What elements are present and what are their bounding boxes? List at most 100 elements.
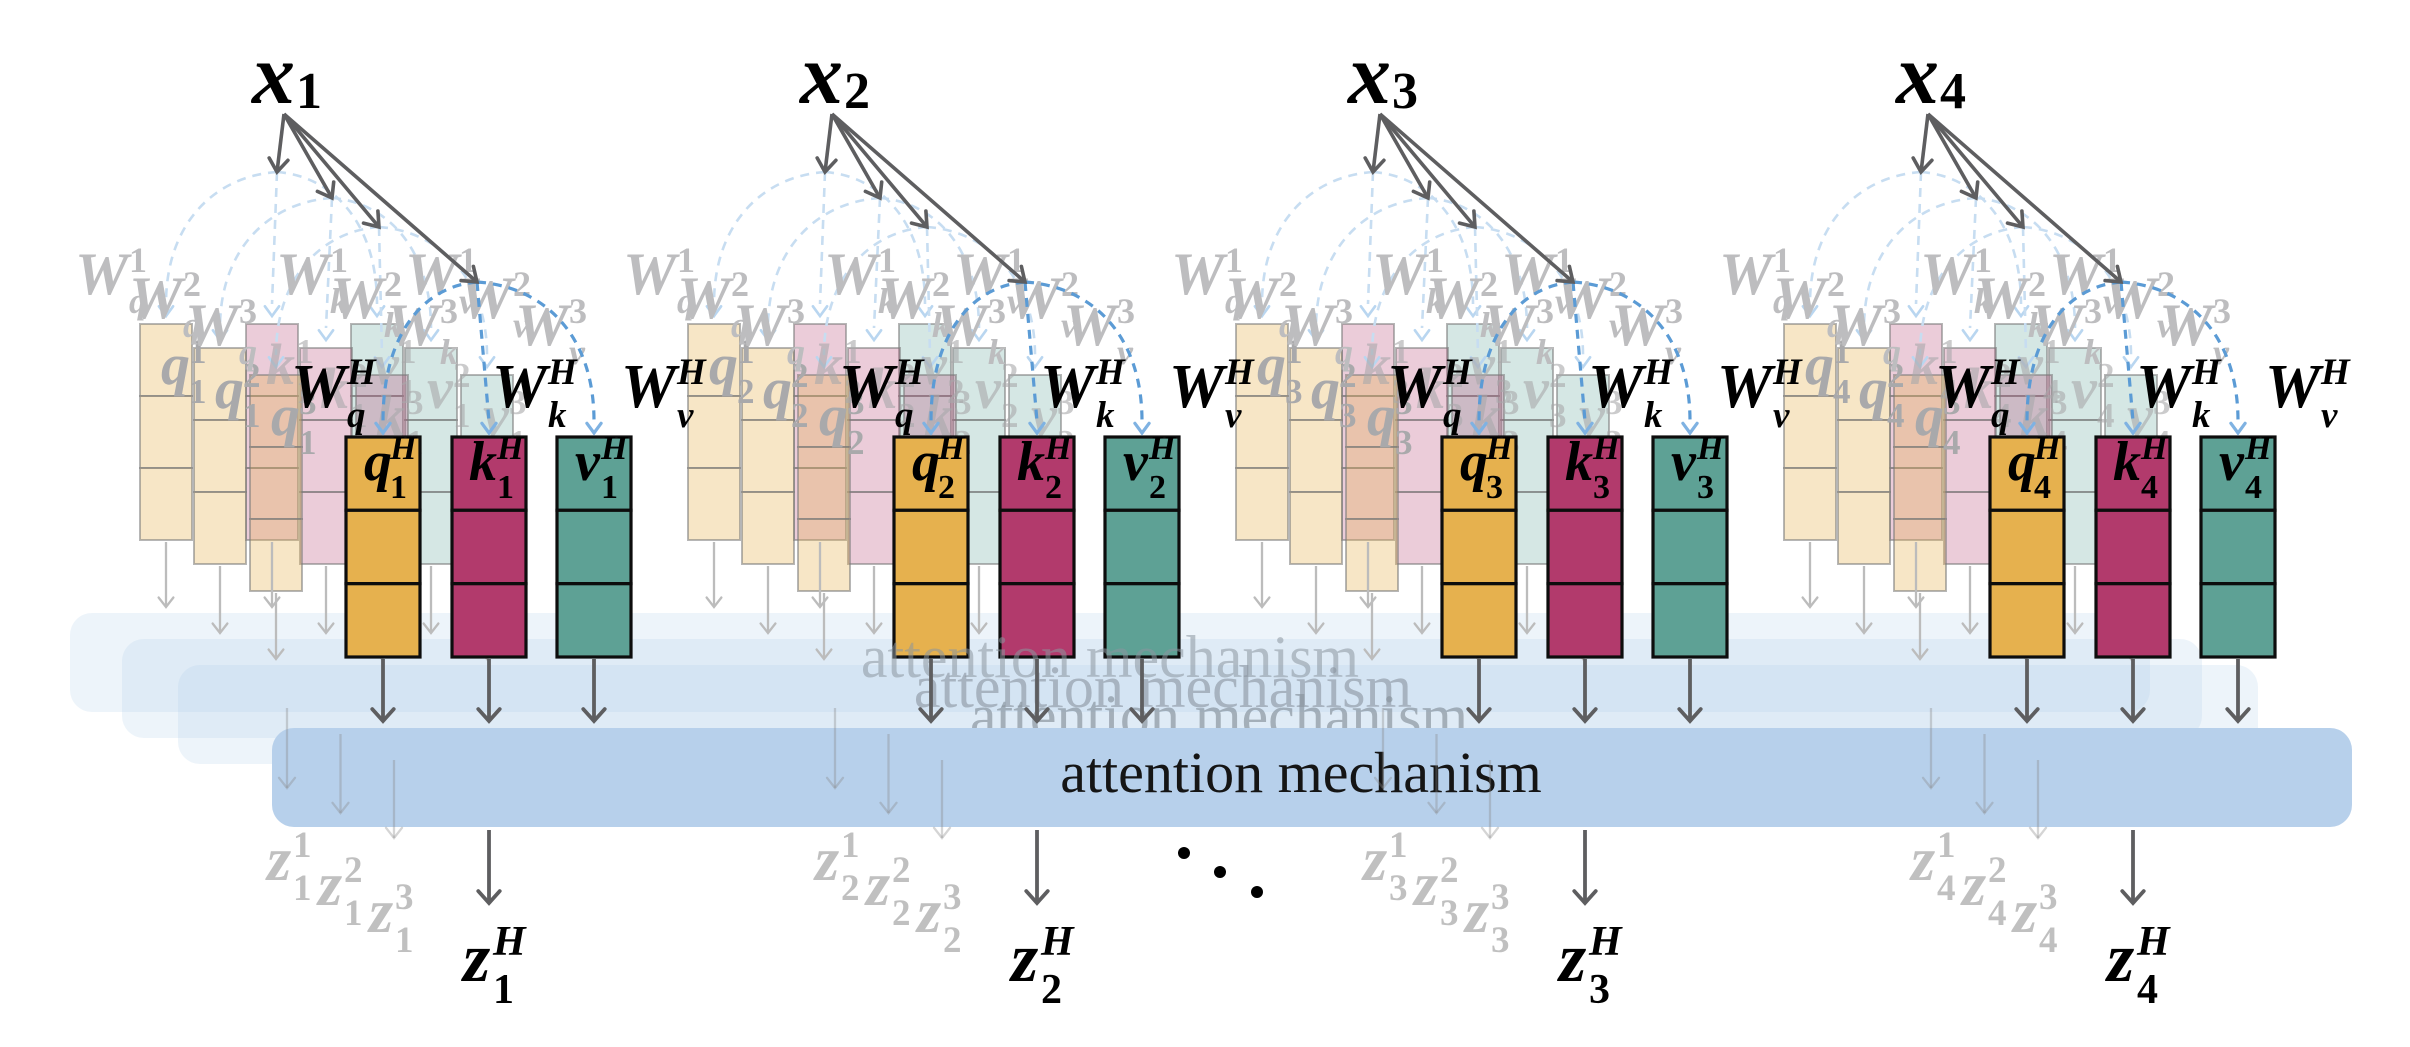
- svg-text:3: 3: [395, 877, 414, 918]
- svg-text:W: W: [953, 241, 1010, 307]
- svg-text:q: q: [1367, 383, 1396, 448]
- svg-text:2: 2: [1339, 356, 1357, 395]
- svg-text:1: 1: [189, 372, 207, 411]
- svg-text:k: k: [1426, 281, 1444, 321]
- svg-text:k: k: [1565, 431, 1593, 493]
- svg-text:H: H: [1485, 430, 1514, 467]
- svg-text:2: 2: [344, 850, 363, 891]
- svg-text:W: W: [1171, 241, 1228, 307]
- svg-text:4: 4: [1833, 372, 1851, 411]
- svg-text:4: 4: [2245, 469, 2262, 506]
- svg-text:2: 2: [1149, 469, 1166, 506]
- svg-text:1: 1: [344, 893, 363, 934]
- svg-text:1: 1: [296, 372, 314, 411]
- svg-text:1: 1: [243, 396, 261, 435]
- svg-text:1: 1: [1940, 332, 1958, 371]
- svg-text:H: H: [346, 352, 377, 393]
- svg-text:2: 2: [737, 372, 755, 411]
- svg-text:W: W: [1482, 292, 1539, 358]
- svg-text:3: 3: [1440, 893, 1459, 934]
- svg-text:2: 2: [841, 868, 860, 909]
- svg-text:W: W: [386, 292, 443, 358]
- svg-text:2: 2: [1045, 469, 1062, 506]
- svg-text:z: z: [1361, 826, 1387, 894]
- svg-text:x: x: [798, 26, 843, 122]
- svg-text:z: z: [461, 920, 490, 997]
- svg-text:k: k: [266, 332, 295, 397]
- svg-text:3: 3: [943, 877, 962, 918]
- svg-text:z: z: [265, 826, 291, 894]
- svg-text:3: 3: [406, 383, 424, 422]
- svg-text:H: H: [894, 352, 925, 393]
- svg-text:v: v: [1007, 281, 1024, 321]
- svg-text:2: 2: [1001, 356, 1019, 395]
- svg-text:H: H: [2320, 352, 2351, 393]
- svg-text:q: q: [1257, 332, 1286, 397]
- svg-text:1: 1: [330, 240, 348, 280]
- svg-text:v: v: [459, 281, 476, 321]
- svg-text:2: 2: [1001, 396, 1019, 435]
- svg-text:1: 1: [497, 469, 514, 506]
- svg-text:H: H: [496, 430, 525, 467]
- svg-text:v: v: [1523, 356, 1550, 421]
- svg-text:H: H: [600, 430, 629, 467]
- svg-text:H: H: [937, 430, 966, 467]
- svg-text:q: q: [912, 431, 940, 493]
- svg-text:z: z: [1557, 920, 1586, 997]
- svg-text:W: W: [878, 265, 935, 331]
- svg-text:z: z: [1960, 851, 1986, 919]
- svg-text:1: 1: [296, 63, 322, 120]
- svg-text:4: 4: [2034, 469, 2051, 506]
- svg-text:H: H: [676, 352, 707, 393]
- svg-text:q: q: [2008, 431, 2036, 493]
- svg-text:1: 1: [1389, 825, 1408, 866]
- svg-text:4: 4: [1940, 63, 1966, 120]
- svg-text:1: 1: [844, 332, 862, 371]
- svg-text:W: W: [2030, 292, 2087, 358]
- svg-text:x: x: [250, 26, 295, 122]
- svg-text:1: 1: [350, 396, 368, 435]
- svg-text:q: q: [1225, 281, 1243, 321]
- svg-text:W: W: [1040, 353, 1099, 421]
- svg-text:1: 1: [1773, 240, 1791, 280]
- svg-text:4: 4: [2097, 396, 2115, 435]
- svg-text:3: 3: [299, 383, 317, 422]
- svg-text:3: 3: [1392, 63, 1418, 120]
- svg-text:H: H: [1442, 352, 1473, 393]
- svg-text:v: v: [2321, 395, 2338, 436]
- svg-text:W: W: [934, 292, 991, 358]
- svg-text:3: 3: [2039, 877, 2058, 918]
- svg-text:H: H: [1148, 430, 1177, 467]
- svg-text:1: 1: [399, 332, 417, 371]
- svg-text:v: v: [1225, 395, 1242, 436]
- svg-text:k: k: [1362, 332, 1391, 397]
- svg-text:z: z: [1909, 826, 1935, 894]
- svg-text:k: k: [1096, 395, 1115, 436]
- svg-text:4: 4: [2039, 920, 2058, 961]
- svg-text:attention mechanism: attention mechanism: [861, 624, 1359, 690]
- svg-text:2: 2: [892, 850, 911, 891]
- svg-text:W: W: [1372, 241, 1429, 307]
- svg-text:3: 3: [1395, 423, 1413, 462]
- svg-text:q: q: [215, 356, 244, 421]
- svg-text:W: W: [1920, 241, 1977, 307]
- svg-text:2: 2: [384, 264, 402, 304]
- svg-text:W: W: [1974, 265, 2031, 331]
- svg-text:q: q: [129, 281, 147, 321]
- svg-text:1: 1: [299, 423, 317, 462]
- svg-text:H: H: [547, 352, 578, 393]
- svg-text:k: k: [932, 305, 950, 345]
- svg-text:W: W: [623, 241, 680, 307]
- svg-text:z: z: [1412, 851, 1438, 919]
- svg-text:2: 2: [938, 469, 955, 506]
- svg-text:q: q: [709, 332, 738, 397]
- svg-text:2: 2: [1988, 850, 2007, 891]
- svg-text:2: 2: [453, 356, 471, 395]
- svg-text:W: W: [1829, 292, 1886, 358]
- svg-text:2: 2: [1446, 356, 1464, 395]
- svg-text:k: k: [1536, 332, 1554, 372]
- svg-text:2: 2: [183, 264, 201, 304]
- svg-text:3: 3: [1117, 291, 1135, 331]
- svg-text:W: W: [276, 241, 333, 307]
- svg-text:2: 2: [791, 356, 809, 395]
